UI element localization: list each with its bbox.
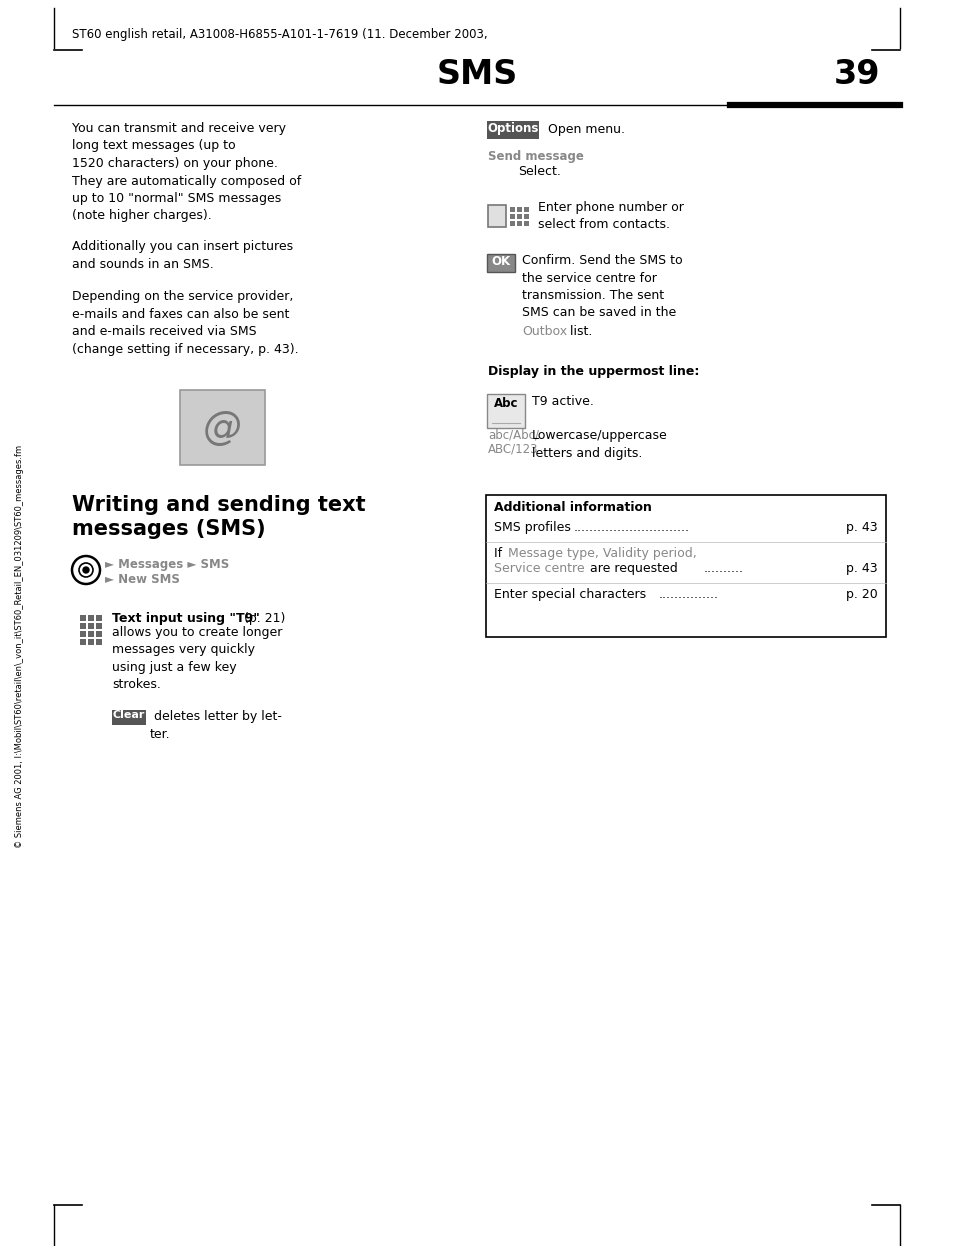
- Text: Enter phone number or
select from contacts.: Enter phone number or select from contac…: [537, 201, 683, 232]
- Text: @: @: [203, 409, 242, 446]
- Text: Options: Options: [487, 122, 538, 135]
- Bar: [517, 214, 521, 219]
- Text: ST60 english retail, A31008-H6855-A101-1-7619 (11. December 2003,: ST60 english retail, A31008-H6855-A101-1…: [71, 27, 487, 41]
- Text: ABC/123: ABC/123: [488, 444, 537, 456]
- Text: OK: OK: [491, 255, 510, 268]
- Text: allows you to create longer
messages very quickly
using just a few key
strokes.: allows you to create longer messages ver…: [112, 625, 282, 692]
- Text: Open menu.: Open menu.: [543, 123, 624, 136]
- Text: ...............: ...............: [659, 588, 719, 601]
- Bar: [488, 206, 505, 227]
- Bar: [96, 616, 102, 621]
- FancyBboxPatch shape: [180, 390, 265, 465]
- Text: Outbox: Outbox: [521, 325, 566, 338]
- Text: You can transmit and receive very
long text messages (up to
1520 characters) on : You can transmit and receive very long t…: [71, 122, 301, 223]
- Text: list.: list.: [565, 325, 592, 338]
- Text: Display in the uppermost line:: Display in the uppermost line:: [488, 365, 699, 378]
- Bar: [517, 221, 521, 226]
- Text: SMS: SMS: [436, 59, 517, 91]
- Bar: [80, 623, 86, 629]
- Circle shape: [83, 567, 89, 573]
- Text: T9 active.: T9 active.: [532, 395, 594, 407]
- FancyBboxPatch shape: [112, 710, 146, 725]
- Bar: [523, 214, 529, 219]
- Text: Service centre: Service centre: [494, 562, 584, 574]
- Text: 39: 39: [833, 59, 879, 91]
- FancyBboxPatch shape: [486, 121, 538, 140]
- Text: Writing and sending text
messages (SMS): Writing and sending text messages (SMS): [71, 495, 365, 540]
- Text: p. 43: p. 43: [845, 521, 877, 535]
- Bar: [88, 623, 94, 629]
- Bar: [510, 207, 515, 212]
- Text: Depending on the service provider,
e-mails and faxes can also be sent
and e-mail: Depending on the service provider, e-mai…: [71, 290, 298, 355]
- Bar: [510, 214, 515, 219]
- Text: Confirm. Send the SMS to
the service centre for
transmission. The sent
SMS can b: Confirm. Send the SMS to the service cen…: [521, 254, 682, 319]
- Text: deletes letter by let-
ter.: deletes letter by let- ter.: [150, 710, 281, 740]
- Bar: [80, 616, 86, 621]
- FancyBboxPatch shape: [486, 254, 515, 272]
- Text: are requested: are requested: [585, 562, 677, 574]
- Bar: [517, 207, 521, 212]
- Text: If: If: [494, 547, 506, 559]
- Text: © Siemens AG 2001, I:\Mobil\ST60\retail\en\_von_it\ST60_Retail_EN_031209\ST60_me: © Siemens AG 2001, I:\Mobil\ST60\retail\…: [15, 445, 25, 847]
- Text: (p. 21): (p. 21): [240, 612, 285, 625]
- Bar: [96, 630, 102, 637]
- Text: abc/Abc/: abc/Abc/: [488, 429, 538, 442]
- Text: SMS profiles: SMS profiles: [494, 521, 570, 535]
- Bar: [523, 221, 529, 226]
- Bar: [80, 639, 86, 645]
- Text: Select.: Select.: [517, 164, 560, 178]
- FancyBboxPatch shape: [486, 394, 524, 427]
- Bar: [88, 630, 94, 637]
- Text: Enter special characters: Enter special characters: [494, 588, 645, 601]
- Text: .............................: .............................: [574, 521, 689, 535]
- Text: Additional information: Additional information: [494, 501, 651, 515]
- Text: ..........: ..........: [703, 562, 743, 574]
- Bar: [88, 616, 94, 621]
- Bar: [88, 639, 94, 645]
- Text: Send message: Send message: [488, 150, 583, 163]
- Text: Lowercase/uppercase
letters and digits.: Lowercase/uppercase letters and digits.: [532, 429, 667, 460]
- Text: Additionally you can insert pictures
and sounds in an SMS.: Additionally you can insert pictures and…: [71, 240, 293, 270]
- Bar: [80, 630, 86, 637]
- FancyBboxPatch shape: [485, 495, 885, 637]
- Text: ► New SMS: ► New SMS: [105, 573, 180, 586]
- Bar: [96, 623, 102, 629]
- Text: Clear: Clear: [112, 710, 145, 720]
- Text: Text input using "T9": Text input using "T9": [112, 612, 259, 625]
- Bar: [523, 207, 529, 212]
- Bar: [96, 639, 102, 645]
- Text: p. 20: p. 20: [845, 588, 877, 601]
- Text: Abc: Abc: [494, 397, 517, 410]
- Text: p. 43: p. 43: [845, 562, 877, 574]
- Bar: [510, 221, 515, 226]
- Text: ► Messages ► SMS: ► Messages ► SMS: [105, 558, 229, 571]
- Text: Message type, Validity period,: Message type, Validity period,: [507, 547, 696, 559]
